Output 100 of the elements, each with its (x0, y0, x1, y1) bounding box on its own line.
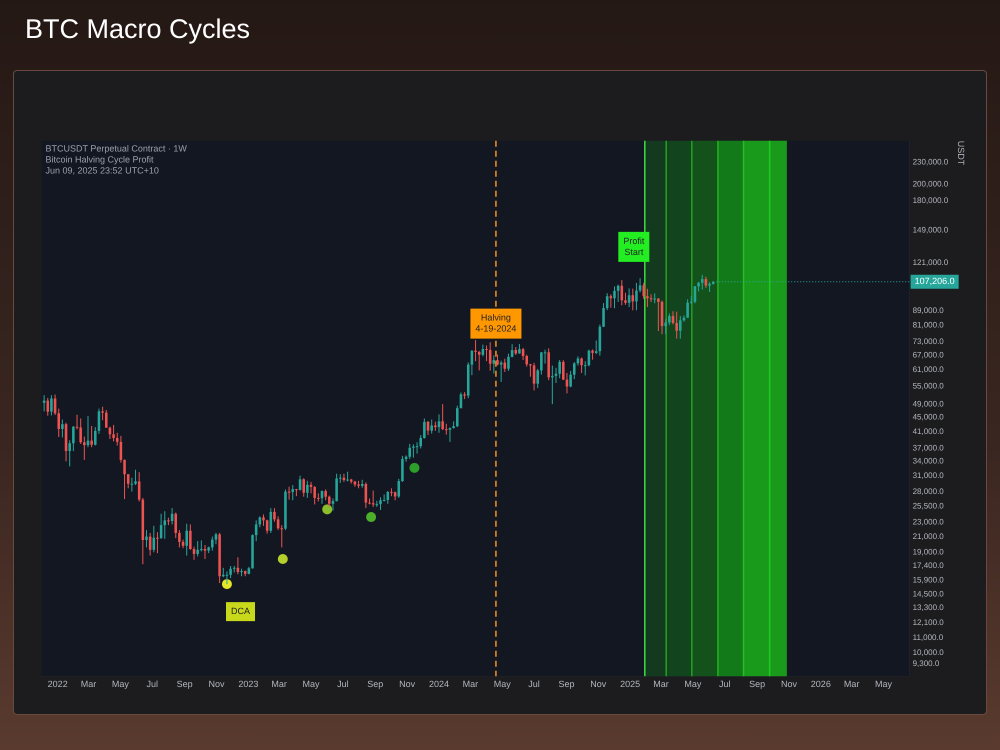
y-tick-label: 23,000.0 (912, 518, 944, 527)
candlestick (631, 288, 634, 311)
x-tick-label: Jul (337, 679, 349, 690)
candlestick (258, 516, 262, 528)
y-tick-label: 15,900.0 (912, 575, 944, 584)
candlestick (594, 340, 598, 355)
candlestick (488, 342, 492, 372)
candlestick (642, 282, 646, 300)
candlestick (72, 426, 75, 452)
x-tick-label: Sep (176, 679, 193, 690)
y-tick-label: 19,000.0 (912, 547, 944, 556)
y-tick-label: 200,000.0 (912, 179, 949, 188)
candlestick (273, 508, 276, 522)
y-tick-label: 14,500.0 (912, 590, 944, 599)
candlestick (178, 530, 181, 548)
candlestick (211, 536, 214, 552)
candlestick (174, 512, 178, 539)
candlestick (266, 519, 268, 534)
candlestick (613, 286, 616, 309)
y-tick-label: 49,000.0 (912, 399, 944, 408)
y-tick-label: 9,300.0 (912, 659, 940, 668)
candlestick (638, 278, 642, 293)
candlestick (291, 484, 294, 501)
candlestick (610, 294, 612, 308)
candlestick (204, 544, 206, 560)
candlestick (536, 368, 539, 389)
candlestick (160, 513, 162, 540)
x-tick-label: Nov (208, 679, 225, 690)
candlestick (423, 418, 426, 440)
y-tick-label: 55,000.0 (912, 381, 944, 390)
candlestick (196, 540, 199, 557)
annotation: Jun 09, 2025 23:52 UTC+10 (46, 165, 159, 176)
candlestick (185, 523, 188, 556)
candlestick (42, 394, 46, 412)
candlestick (324, 488, 327, 501)
candlestick (704, 276, 708, 288)
y-tick-label: 180,000.0 (912, 196, 949, 205)
candlestick (152, 525, 156, 553)
candlestick (226, 571, 228, 585)
x-tick-label: Nov (590, 679, 607, 690)
candlestick (510, 344, 514, 358)
annotation: 107,206.0 (914, 276, 955, 286)
candlestick (616, 284, 620, 302)
y-tick-label: 73,000.0 (912, 337, 944, 346)
candlestick (507, 353, 510, 372)
candlestick (591, 348, 594, 360)
candlestick (116, 432, 119, 446)
candlestick (83, 436, 86, 460)
x-tick-label: Nov (399, 679, 416, 690)
x-tick-label: Mar (271, 679, 287, 690)
x-tick-label: May (684, 679, 702, 690)
x-tick-label: 2025 (620, 679, 640, 690)
candlestick (438, 414, 440, 434)
y-tick-label: 25,500.0 (912, 501, 944, 510)
candlestick (482, 344, 484, 357)
candlestick (130, 477, 134, 492)
candlestick (148, 532, 152, 556)
candlestick (628, 288, 630, 308)
x-tick-label: Sep (558, 679, 574, 690)
x-tick-label: 2024 (428, 679, 450, 690)
y-tick-label: 230,000.0 (912, 158, 949, 167)
candlestick (492, 354, 496, 374)
candlestick (445, 423, 448, 436)
candlestick (675, 311, 678, 340)
candlestick (335, 473, 338, 502)
y-tick-label: 11,000.0 (912, 632, 944, 642)
candlestick (580, 357, 583, 374)
candlestick (163, 510, 166, 540)
candlestick (189, 524, 192, 550)
candlestick (338, 474, 342, 484)
x-tick-label: Sep (749, 679, 766, 690)
x-tick-label: May (874, 679, 892, 690)
x-tick-label: 2023 (238, 679, 258, 690)
candlestick (653, 292, 656, 304)
candlestick (346, 471, 349, 482)
candlestick (532, 362, 536, 391)
y-axis-title: USDT (956, 140, 966, 166)
candlestick (412, 444, 415, 458)
annotation: BTCUSDT Perpetual Contract · 1W (46, 143, 188, 154)
candlestick (646, 288, 649, 308)
candlestick (145, 530, 148, 548)
candlestick (518, 343, 521, 354)
point (278, 554, 288, 564)
x-tick-label: May (112, 679, 130, 690)
candlestick (529, 363, 532, 378)
y-tick-label: 89,000.0 (912, 306, 944, 316)
candlestick (123, 458, 126, 500)
candlestick (408, 443, 412, 460)
candlestick (332, 498, 334, 512)
candlestick (558, 359, 561, 379)
x-tick-label: Sep (367, 679, 384, 690)
x-tick-label: 2026 (810, 679, 831, 690)
candlestick (313, 486, 316, 505)
candlestick (120, 435, 122, 464)
point (222, 579, 232, 590)
annotation: Profit Start (623, 236, 645, 257)
y-tick-label: 121,000.0 (912, 258, 949, 267)
candlestick (504, 358, 506, 372)
candlestick (68, 440, 71, 467)
candlestick (320, 490, 324, 504)
